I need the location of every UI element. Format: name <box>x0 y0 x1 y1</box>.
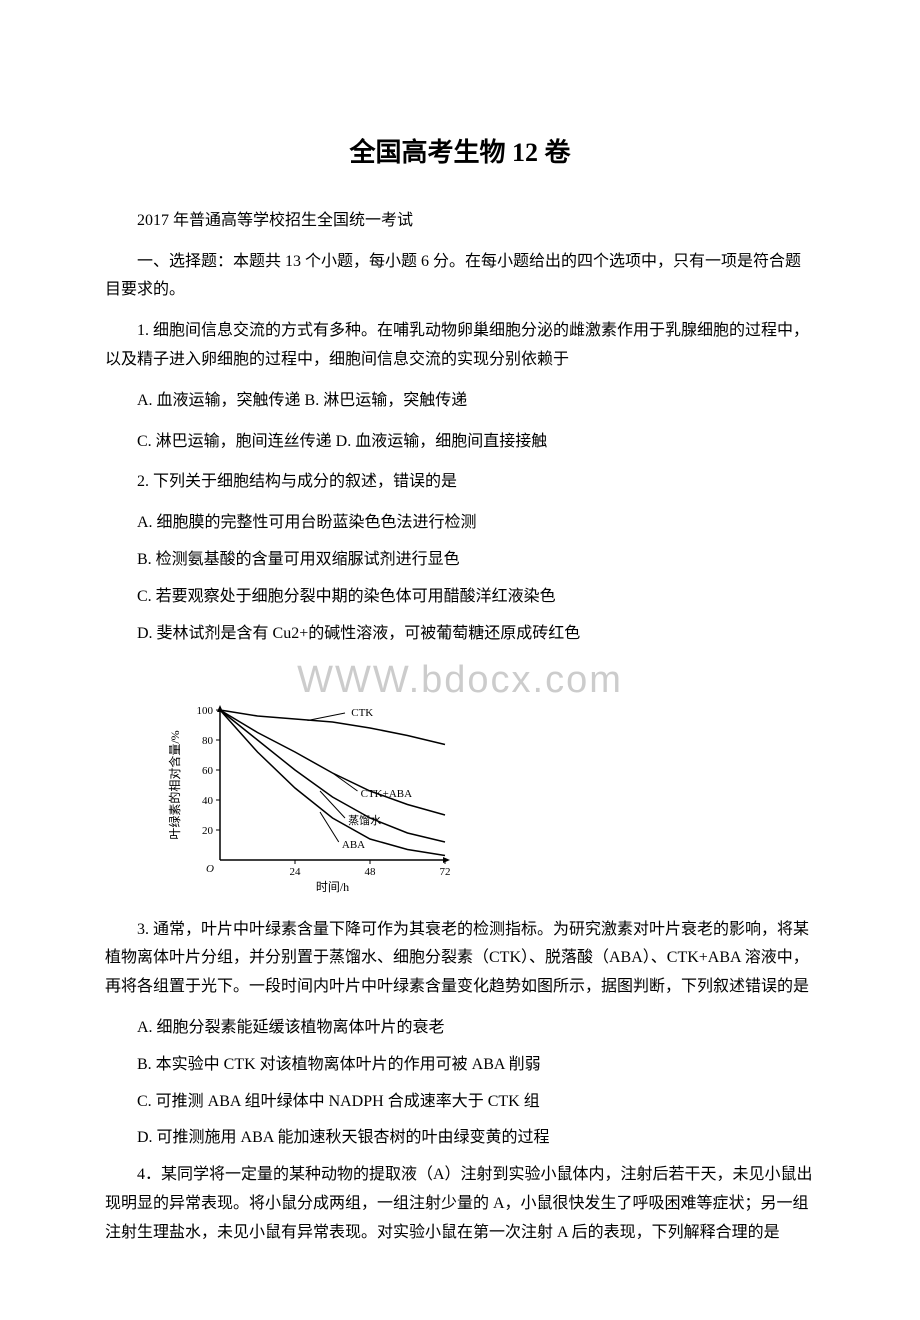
question-1: 1. 细胞间信息交流的方式有多种。在哺乳动物卵巢细胞分泌的雌激素作用于乳腺细胞的… <box>105 317 815 375</box>
page-title: 全国高考生物 12 卷 <box>105 130 815 177</box>
q1-options-ab: A. 血液运输，突触传递 B. 淋巴运输，突触传递 <box>105 387 815 416</box>
svg-text:蒸馏水: 蒸馏水 <box>348 813 381 827</box>
q2-option-b: B. 检测氨基酸的含量可用双缩脲试剂进行显色 <box>105 546 815 575</box>
intro-text: 2017 年普通高等学校招生全国统一考试 <box>105 207 815 236</box>
svg-text:80: 80 <box>202 735 214 747</box>
svg-text:ABA: ABA <box>342 839 365 851</box>
q3-option-d: D. 可推测施用 ABA 能加速秋天银杏树的叶由绿变黄的过程 <box>105 1124 815 1153</box>
q2-option-a: A. 细胞膜的完整性可用台盼蓝染色色法进行检测 <box>105 509 815 538</box>
q3-option-c: C. 可推测 ABA 组叶绿体中 NADPH 合成速率大于 CTK 组 <box>105 1088 815 1117</box>
chlorophyll-chart: O20406080100244872时间/h叶绿素的相对含量/%CTKCTK+A… <box>165 700 815 906</box>
q2-option-c: C. 若要观察处于细胞分裂中期的染色体可用醋酸洋红液染色 <box>105 583 815 612</box>
q3-option-a: A. 细胞分裂素能延缓该植物离体叶片的衰老 <box>105 1014 815 1043</box>
section-1-header: 一、选择题：本题共 13 个小题，每小题 6 分。在每小题给出的四个选项中，只有… <box>105 248 815 306</box>
svg-text:O: O <box>206 863 214 875</box>
svg-text:20: 20 <box>202 825 214 837</box>
svg-text:叶绿素的相对含量/%: 叶绿素的相对含量/% <box>167 730 182 839</box>
question-3: 3. 通常，叶片中叶绿素含量下降可作为其衰老的检测指标。为研究激素对叶片衰老的影… <box>105 916 815 1002</box>
svg-text:CTK+ABA: CTK+ABA <box>361 788 412 800</box>
svg-text:48: 48 <box>365 866 377 878</box>
svg-text:时间/h: 时间/h <box>316 880 349 894</box>
question-4: 4．某同学将一定量的某种动物的提取液（A）注射到实验小鼠体内，注射后若干天，未见… <box>105 1161 815 1247</box>
svg-text:60: 60 <box>202 765 214 777</box>
svg-text:40: 40 <box>202 795 214 807</box>
question-2: 2. 下列关于细胞结构与成分的叙述，错误的是 <box>105 468 815 497</box>
q2-option-d: D. 斐林试剂是含有 Cu2+的碱性溶液，可被葡萄糖还原成砖红色 <box>105 620 815 649</box>
watermark-text: WWW.bdocx.com <box>105 646 815 714</box>
svg-text:24: 24 <box>290 866 302 878</box>
svg-text:72: 72 <box>440 866 451 878</box>
q3-option-b: B. 本实验中 CTK 对该植物离体叶片的作用可被 ABA 削弱 <box>105 1051 815 1080</box>
q1-options-cd: C. 淋巴运输，胞间连丝传递 D. 血液运输，细胞间直接接触 <box>105 428 815 457</box>
